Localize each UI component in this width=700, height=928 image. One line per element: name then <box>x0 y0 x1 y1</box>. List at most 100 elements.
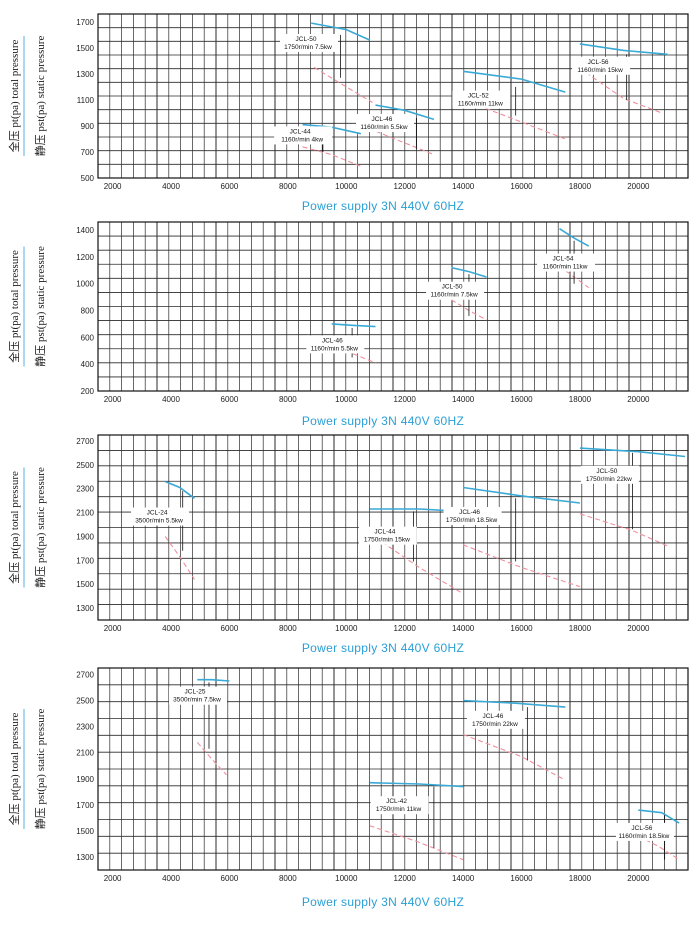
x-tick-label: 18000 <box>569 874 592 883</box>
label-backdrop <box>615 822 674 841</box>
speed-power-label: 1750r/min 7.5kw <box>284 44 332 51</box>
x-tick-label: 8000 <box>279 624 297 633</box>
power-supply-caption: Power supply 3N 440V 60HZ <box>302 199 464 213</box>
label-backdrop <box>370 796 429 815</box>
total-pressure-line <box>462 486 580 504</box>
total-pressure-line <box>369 781 464 788</box>
label-backdrop <box>131 507 190 526</box>
static-pressure-line <box>196 741 227 776</box>
chart-panel-4: 2000 4000 6000 8000 10000 12000 14000 16000 1800… <box>7 667 689 909</box>
y-tick-label: 1500 <box>76 44 94 53</box>
static-pressure-line <box>462 544 581 588</box>
x-tick-label: 2000 <box>104 182 122 191</box>
speed-power-label: 1160r/min 7.5kw <box>430 292 478 299</box>
label-backdrop <box>355 114 414 133</box>
static-pressure-line <box>462 733 566 781</box>
chart-panel-2: 2000 4000 6000 8000 10000 12000 14000 16000 1800… <box>7 221 689 428</box>
total-pressure-line <box>463 699 566 708</box>
total-pressure-line <box>375 104 435 121</box>
x-tick-label: 14000 <box>452 395 475 404</box>
x-tick-label: 6000 <box>221 395 239 404</box>
total-pressure-line <box>559 228 590 247</box>
y-axis-label-total: 全压 pt(pa) total pressure <box>7 471 21 584</box>
plot-frame <box>97 667 689 871</box>
static-pressure-line <box>375 130 435 156</box>
y-tick-label: 700 <box>81 148 95 157</box>
x-tick-label: 12000 <box>394 624 417 633</box>
y-tick-label: 1900 <box>76 532 94 541</box>
y-tick-label: 1000 <box>76 280 94 289</box>
speed-power-label: 1750r/min 22kw <box>586 476 632 483</box>
model-label: JCL-52 <box>468 93 489 100</box>
y-axis-label-total: 全压 pt(pa) total pressure <box>7 250 21 363</box>
x-tick-label: 4000 <box>162 395 180 404</box>
x-tick-label: 4000 <box>162 182 180 191</box>
x-tick-label: 18000 <box>569 624 592 633</box>
x-tick-label: 10000 <box>335 624 358 633</box>
plot-frame <box>97 13 689 179</box>
model-label: JCL-46 <box>371 116 392 123</box>
model-label: JCL-54 <box>553 256 574 263</box>
y-tick-label: 1900 <box>76 775 94 784</box>
y-tick-label: 800 <box>81 307 95 316</box>
x-tick-label: 14000 <box>452 874 475 883</box>
total-pressure-line <box>451 266 487 278</box>
y-tick-label: 2100 <box>76 509 94 518</box>
x-tick-label: 20000 <box>627 624 650 633</box>
x-tick-label: 10000 <box>335 874 358 883</box>
label-backdrop <box>169 686 228 705</box>
plot-frame <box>97 221 689 392</box>
chart-panel-3: 2000 4000 6000 8000 10000 12000 14000 16000 1800… <box>7 434 689 655</box>
model-label: JCL-50 <box>296 36 317 43</box>
speed-power-label: 1750r/min 15kw <box>364 537 410 544</box>
model-label: JCL-46 <box>482 713 503 720</box>
y-tick-label: 1700 <box>76 801 94 810</box>
total-pressure-line <box>579 43 668 56</box>
speed-power-label: 3500r/min 7.5kw <box>173 697 221 704</box>
plot-frame <box>97 434 689 621</box>
x-tick-label: 6000 <box>221 182 239 191</box>
y-tick-label: 900 <box>81 122 95 131</box>
speed-power-label: 3500r/min 5.5kw <box>135 518 183 525</box>
speed-power-label: 1160r/min 4kw <box>281 136 323 143</box>
static-pressure-line <box>313 66 373 103</box>
x-tick-label: 18000 <box>569 395 592 404</box>
x-tick-label: 8000 <box>279 182 297 191</box>
model-label: JCL-44 <box>374 529 395 536</box>
y-tick-label: 1300 <box>76 853 94 862</box>
label-backdrop <box>452 90 511 109</box>
y-tick-label: 1200 <box>76 253 94 262</box>
y-tick-label: 600 <box>81 333 95 342</box>
y-axis-label-static: 静压 pst(pa) static pressure <box>33 246 47 367</box>
grid <box>98 14 688 178</box>
speed-power-label: 1750r/min 11kw <box>376 806 422 813</box>
static-pressure-line <box>585 72 662 114</box>
y-tick-label: 400 <box>81 360 95 369</box>
x-tick-label: 10000 <box>335 395 358 404</box>
x-tick-label: 4000 <box>162 624 180 633</box>
x-tick-label: 6000 <box>221 874 239 883</box>
y-tick-label: 1700 <box>76 556 94 565</box>
label-backdrop <box>537 253 596 272</box>
total-pressure-line <box>462 70 566 93</box>
x-tick-label: 20000 <box>627 395 650 404</box>
label-backdrop <box>580 465 639 484</box>
x-tick-label: 12000 <box>394 395 417 404</box>
y-tick-label: 500 <box>81 174 95 183</box>
model-label: JCL-44 <box>290 128 311 135</box>
total-pressure-line <box>197 678 230 682</box>
x-tick-label: 14000 <box>452 624 475 633</box>
chart-panel-1: 2000 4000 6000 8000 10000 12000 14000 16000 1800… <box>7 13 689 213</box>
x-tick-label: 16000 <box>510 395 533 404</box>
x-tick-label: 4000 <box>162 874 180 883</box>
y-axis-label-static: 静压 pst(pa) static pressure <box>33 467 47 588</box>
x-tick-label: 6000 <box>221 624 239 633</box>
x-tick-label: 8000 <box>279 874 297 883</box>
